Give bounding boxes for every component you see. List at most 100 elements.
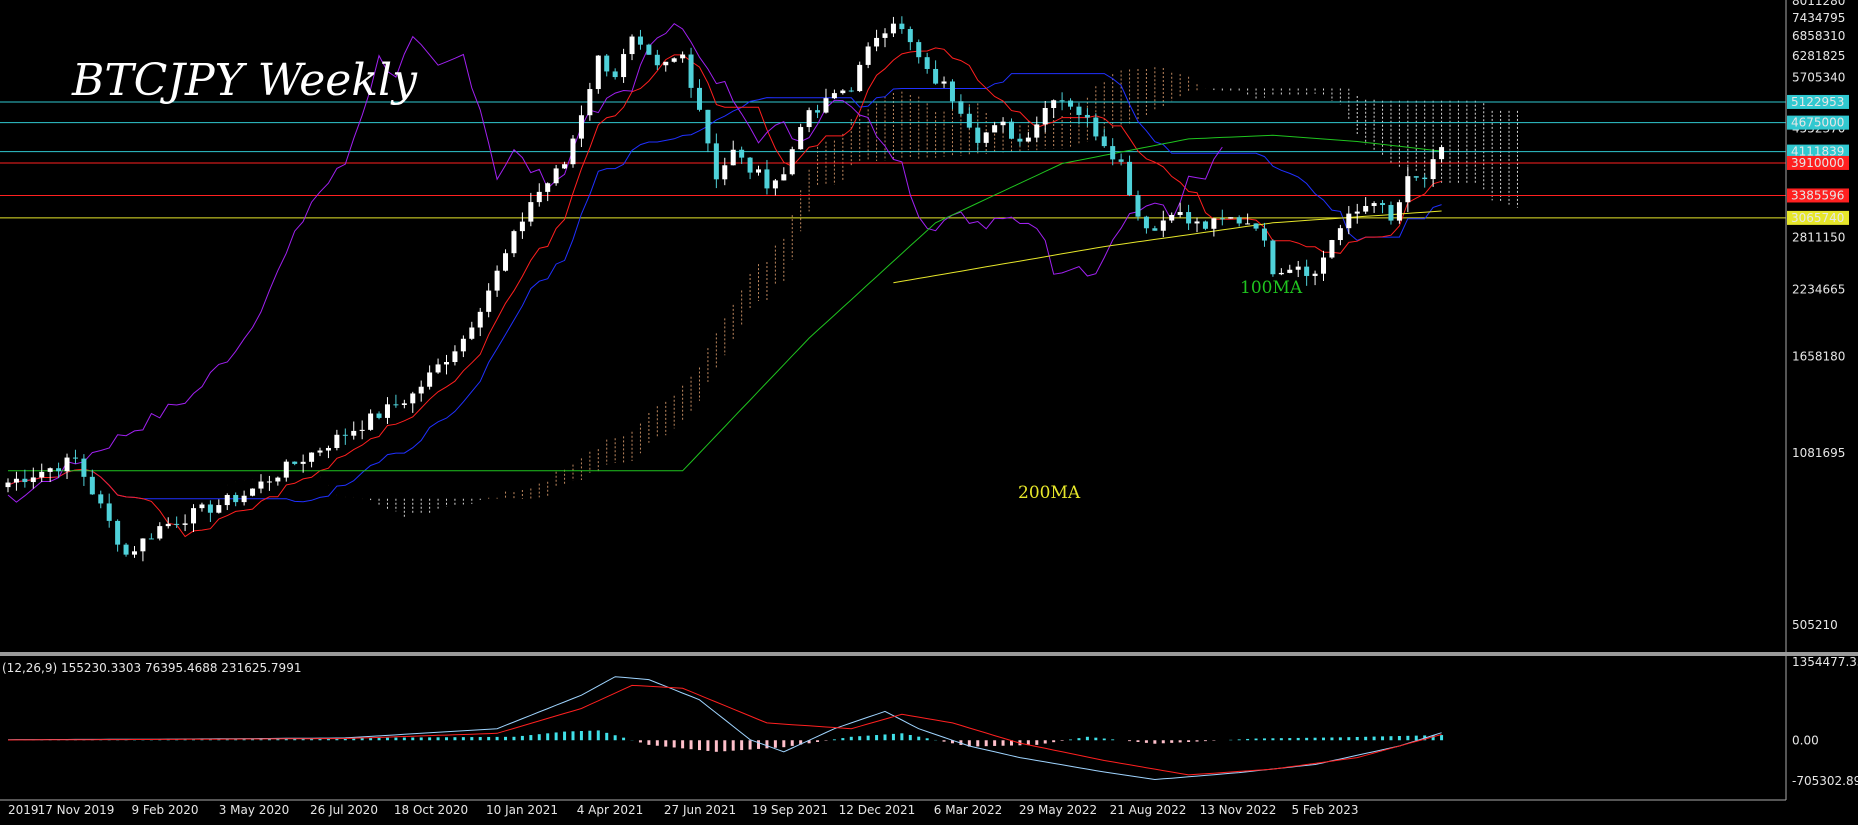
candle-body [874,37,880,47]
candle-body [553,168,559,184]
candle-body [123,544,129,555]
candle-body [5,482,11,488]
candle-body [1380,203,1386,205]
candle-body [292,461,298,464]
candle-body [1059,100,1065,102]
candle-body [1388,204,1394,221]
candle-body [1253,223,1259,229]
candle-body [1093,117,1099,137]
price-tick-label: 8011280 [1792,0,1845,8]
candle-body [148,538,154,540]
candle-body [494,270,500,291]
chart-title: BTCJPY Weekly [71,55,418,106]
candle-body [654,54,660,66]
candle-body [191,508,197,524]
kijun-line [7,73,1442,503]
candle-body [781,174,787,181]
price-tick-label: 505210 [1792,618,1838,632]
candle-body [916,42,922,58]
candle-body [671,58,677,62]
candle-body [1152,228,1158,231]
candle-body [30,477,36,483]
time-tick-label: 17 Nov 2019 [38,803,115,817]
candle-body [1363,205,1369,212]
candle-body [958,101,964,114]
candle-body [1042,108,1048,125]
candle-body [384,404,390,418]
macd-panel: 1354477.35 0.00 -705302.896 [7,655,1858,788]
candle-body [283,461,289,478]
candle-body [1068,100,1074,107]
candle-body [1008,121,1014,139]
signal-line [7,684,1442,776]
candle-body [207,504,213,513]
candle-body [604,55,610,72]
candle-body [309,452,315,462]
candle-body [444,362,450,365]
time-tick-label: 5 Feb 2023 [1291,803,1358,817]
price-tick-label: 2811150 [1792,230,1845,244]
candle-body [1329,240,1335,258]
candle-body [1076,106,1082,115]
candle-body [1228,217,1234,219]
time-tick-label: 3 May 2020 [219,803,290,817]
candle-body [418,386,424,394]
candle-body [393,404,399,406]
candle-body [1118,159,1124,162]
candle-body [334,434,340,448]
tenkan-line [7,47,1442,538]
price-tick-label: 6858310 [1792,29,1845,43]
candle-body [663,61,669,66]
candle-body [47,468,53,472]
candle-body [1245,223,1251,225]
candle-body [72,457,78,459]
candle-body [1051,100,1057,109]
candle-body [435,364,441,373]
candle-body [975,127,981,143]
candle-body [865,46,871,65]
macd-params-label: (12,26,9) 155230.3303 76395.4688 231625.… [2,661,301,675]
candle-body [612,71,618,78]
candle-body [1194,221,1200,224]
price-tick-label: 6281825 [1792,49,1845,63]
candle-body [933,68,939,84]
candle-body [1396,202,1402,221]
candle-body [1439,147,1445,160]
candle-body [368,413,374,430]
candles [5,16,1445,562]
time-tick-label: 9 Feb 2020 [131,803,198,817]
candle-body [890,23,896,34]
ma200-label: 200MA [1018,483,1081,503]
candle-body [595,55,601,90]
candle-body [460,338,466,352]
candle-body [1143,216,1149,229]
level-badge-label: 3385596 [1791,188,1844,202]
candle-body [300,461,306,464]
candle-body [680,54,686,59]
candle-body [705,109,711,144]
candle-body [401,403,407,406]
candle-body [1202,221,1208,229]
time-tick-label: 6 Mar 2022 [934,803,1002,817]
time-tick-label: 29 May 2022 [1019,803,1097,817]
price-tick-label: 1081695 [1792,446,1845,460]
candle-body [578,115,584,139]
candle-body [477,311,483,328]
candle-body [266,481,272,483]
candle-body [89,476,95,495]
panel-separator[interactable] [0,652,1858,656]
price-tick-label: 5705340 [1792,71,1845,85]
candle-body [1346,213,1352,229]
candle-body [713,143,719,180]
candle-body [1110,146,1116,160]
candle-body [722,165,728,180]
candle-body [1354,211,1360,214]
candle-body [359,429,365,431]
candle-body [1017,138,1023,142]
candle-body [806,110,812,128]
candle-body [410,393,416,404]
candle-body [325,447,331,451]
candle-body [1025,137,1031,142]
candle-body [992,125,998,133]
price-tick-label: 2234665 [1792,282,1845,296]
